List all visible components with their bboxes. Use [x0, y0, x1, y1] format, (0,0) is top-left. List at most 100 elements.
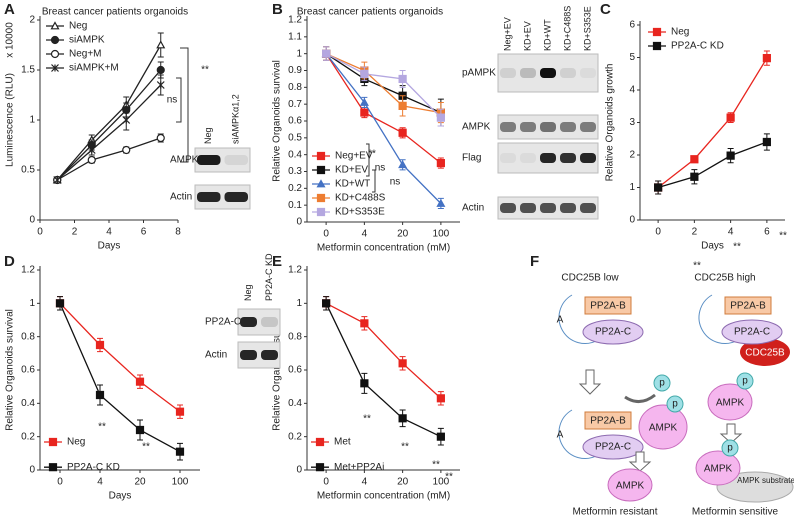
legend-label: Neg+EV [335, 151, 373, 162]
blot-band [580, 68, 596, 78]
blot-band [580, 122, 596, 132]
marker [398, 160, 408, 169]
marker [55, 299, 65, 308]
blot-column-label: KD+S353E [582, 6, 592, 51]
series-line [325, 53, 442, 204]
series-line [56, 84, 162, 181]
blot-band [520, 68, 536, 78]
marker [175, 447, 185, 456]
annotation: ** [201, 65, 209, 76]
marker [122, 145, 131, 155]
blot-band [540, 203, 556, 213]
panel-label: B [272, 1, 283, 18]
legend-marker [50, 35, 60, 45]
marker [436, 198, 446, 207]
label: PP2A-C [595, 442, 631, 453]
x-axis-label: Days [98, 241, 121, 252]
panel-label: A [4, 1, 15, 18]
y-tick-label: 1 [296, 48, 302, 59]
x-tick-label: 4 [106, 227, 112, 238]
marker [87, 155, 96, 165]
pp2a-c [582, 319, 644, 345]
x-tick-label: 20 [397, 229, 409, 240]
legend-label: Met [334, 437, 351, 448]
marker [87, 146, 96, 154]
blot-band [500, 68, 516, 78]
condition: CDC25B low [561, 273, 619, 284]
marker [360, 319, 369, 328]
marker [135, 425, 145, 435]
x-tick-label: 6 [764, 227, 770, 238]
x-tick-label: 0 [323, 477, 329, 488]
pp2a-b [584, 296, 632, 315]
legend-marker [316, 151, 326, 161]
legend-label: Met+PP2Ai [334, 462, 384, 473]
blot-band [197, 192, 221, 202]
series-line [325, 53, 442, 119]
marker [398, 414, 407, 423]
marker [360, 379, 369, 388]
blot-column-label: Neg+EV [502, 17, 512, 51]
y-tick-label: 1.1 [288, 31, 302, 42]
series-line [325, 53, 441, 114]
y-tick-label: 0 [29, 215, 35, 226]
legend-label: KD+S353E [335, 207, 385, 218]
y-tick-label: 1 [629, 182, 635, 193]
marker [762, 137, 771, 147]
annotation: ** [98, 422, 106, 433]
x-tick-label: 8 [175, 227, 181, 238]
label: PP2A-B [590, 301, 626, 312]
x-tick-label: 0 [57, 477, 63, 488]
x-tick-label: 4 [728, 227, 734, 238]
blot-column-label: KD+C488S [562, 6, 572, 51]
annotation: ** [368, 149, 376, 160]
y-axis-label: Luminescence (RLU) [5, 73, 16, 167]
ampk [707, 383, 753, 421]
x-tick-label: 4 [362, 477, 368, 488]
blot-band [560, 122, 576, 132]
series-line [56, 44, 162, 181]
marker [690, 172, 699, 181]
blot-column-label: KD+EV [522, 21, 532, 51]
pp2a-c [582, 434, 644, 460]
blot-band [500, 203, 516, 213]
panel-label: E [272, 253, 282, 270]
legend-marker [50, 49, 60, 59]
blot-band [580, 203, 596, 213]
panel-label: F [530, 253, 539, 270]
blot-band [261, 317, 278, 327]
legend-label: siAMPK+M [69, 63, 119, 74]
series-line [325, 302, 442, 399]
y-tick-label: 0.8 [288, 331, 302, 342]
x-tick-label: 2 [72, 227, 78, 238]
phosphate [666, 395, 684, 413]
blot-column-label: KD+WT [542, 19, 552, 51]
arrow [628, 451, 652, 472]
chart-title: Breast cancer patients organoids [42, 7, 188, 18]
blot-band [500, 122, 516, 132]
blot-band [520, 153, 536, 163]
legend-marker [316, 207, 326, 217]
y-tick-label: 6 [629, 20, 635, 31]
y-tick-label: 0.5 [21, 165, 35, 176]
bracket [176, 47, 189, 163]
y-tick-label: 5 [629, 52, 635, 63]
series-line [325, 303, 442, 438]
legend-label: siAMPK [69, 35, 105, 46]
blot-band [560, 153, 576, 163]
annotation: ns [167, 95, 178, 106]
panel-label: C [600, 1, 611, 18]
legend-marker [652, 27, 662, 37]
y-tick-label: 0.6 [288, 365, 302, 376]
x-tick-label: 20 [397, 477, 409, 488]
y-tick-label: 2 [629, 150, 635, 161]
panel-label: D [4, 253, 15, 270]
legend-label: KD+WT [335, 179, 370, 190]
x-tick-label: 0 [323, 229, 329, 240]
blot-row-label: Actin [205, 350, 227, 361]
x-tick-label: 0 [655, 227, 661, 238]
outcome: Metformin sensitive [692, 507, 779, 518]
marker [690, 155, 699, 164]
blot-column-label: siAMPKα1,2 [231, 94, 241, 144]
